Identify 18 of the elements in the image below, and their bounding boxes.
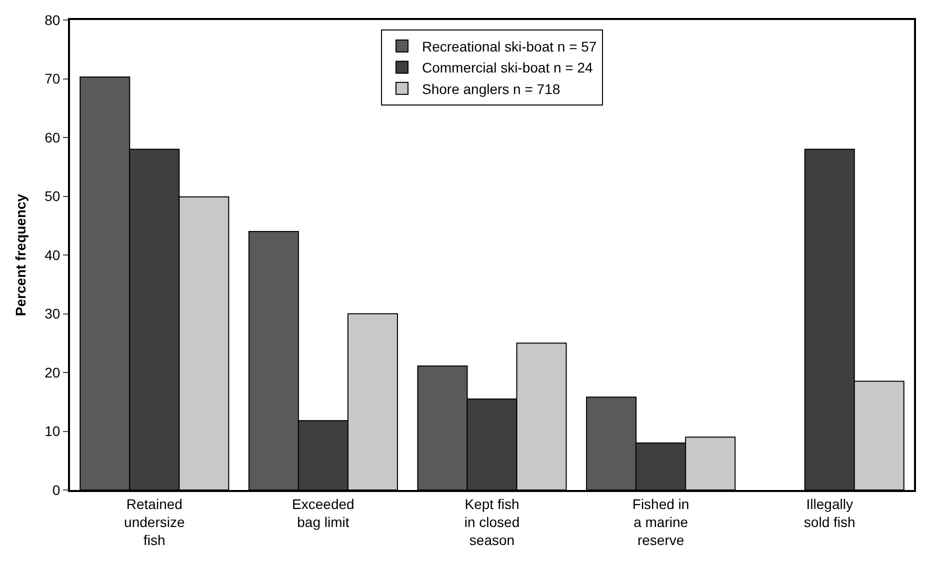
legend-label: Commercial ski-boat n = 24 — [422, 60, 594, 76]
y-tick-label: 50 — [44, 188, 60, 204]
x-tick-label: Kept fish in closed season — [464, 496, 520, 548]
y-tick-label: 60 — [44, 129, 60, 146]
x-tick-label: Retained undersize fish — [124, 496, 185, 548]
y-tick-label: 0 — [52, 482, 60, 498]
x-tick-label: Illegally sold fish — [804, 496, 856, 530]
y-tick-label: 30 — [44, 306, 60, 322]
y-tick-label: 80 — [44, 12, 60, 28]
y-tick-label: 40 — [44, 246, 60, 263]
x-tick-label: Fished in a marine reserve — [632, 496, 690, 548]
y-axis-title: Percent frequency — [12, 194, 29, 316]
x-tick-label: Exceeded bag limit — [292, 496, 354, 530]
y-tick-label: 20 — [44, 364, 60, 380]
y-tick-label: 70 — [44, 70, 60, 87]
legend-label: Recreational ski-boat n = 57 — [422, 38, 597, 54]
y-tick-label: 10 — [44, 423, 60, 440]
legend-label: Shore anglers n = 718 — [422, 80, 560, 97]
